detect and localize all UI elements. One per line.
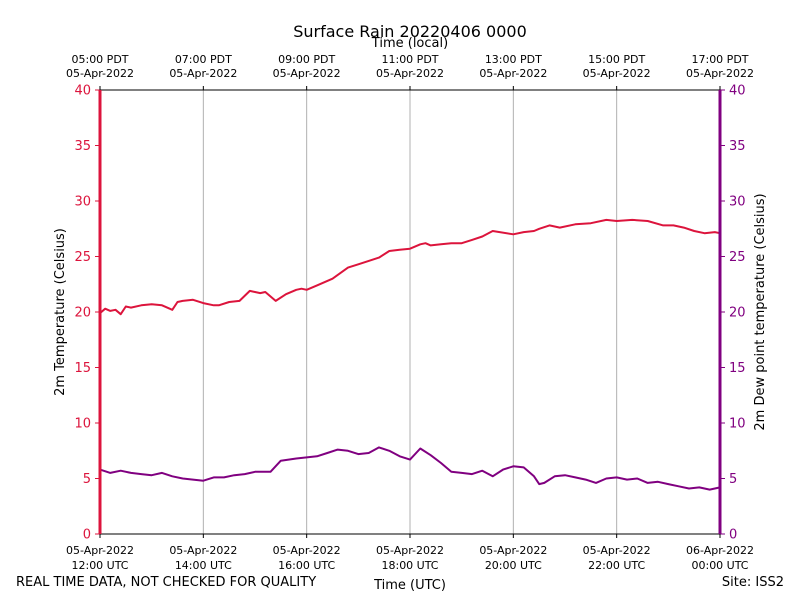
x-tick-label-date: 05-Apr-2022 xyxy=(376,544,444,557)
right-y-tick-label: 5 xyxy=(729,472,737,487)
chart-title: Surface Rain 20220406 0000 xyxy=(293,22,527,41)
top-tick-label-date: 05-Apr-2022 xyxy=(479,67,547,80)
x-tick-label-time: 20:00 UTC xyxy=(485,559,542,572)
x-axis-label: Time (UTC) xyxy=(373,578,446,593)
series-line-2m-dew-point-temperature xyxy=(99,446,721,491)
top-tick-label-time: 17:00 PDT xyxy=(691,53,748,66)
top-tick-label-date: 05-Apr-2022 xyxy=(273,67,341,80)
top-tick-label-date: 05-Apr-2022 xyxy=(66,67,134,80)
site-label: Site: ISS2 xyxy=(721,575,784,590)
left-y-tick-label: 0 xyxy=(83,528,91,543)
top-tick-label-time: 05:00 PDT xyxy=(71,53,128,66)
top-tick-label-date: 05-Apr-2022 xyxy=(376,67,444,80)
top-tick-label-time: 09:00 PDT xyxy=(278,53,335,66)
left-y-tick-label: 35 xyxy=(74,139,91,154)
left-y-ticks: 0 5 10 15 20 25 30 35 40 xyxy=(74,84,100,543)
left-y-tick-label: 25 xyxy=(74,250,91,265)
x-tick-label-date: 05-Apr-2022 xyxy=(583,544,651,557)
right-y-tick-label: 0 xyxy=(729,528,737,543)
right-y-tick-label: 15 xyxy=(729,361,746,376)
bottom-x-ticks: 05-Apr-2022 12:00 UTC 05-Apr-2022 14:00 UTC… xyxy=(66,534,754,572)
left-y-tick-label: 40 xyxy=(74,84,91,99)
x-tick-label-time: 00:00 UTC xyxy=(691,559,748,572)
right-y-tick-label: 35 xyxy=(729,139,746,154)
top-tick-label-date: 05-Apr-2022 xyxy=(169,67,237,80)
x-tick-label-date: 05-Apr-2022 xyxy=(273,544,341,557)
right-y-tick-label: 30 xyxy=(729,195,746,210)
top-tick-label-time: 11:00 PDT xyxy=(381,53,438,66)
top-tick-label-time: 13:00 PDT xyxy=(485,53,542,66)
left-y-tick-label: 15 xyxy=(74,361,91,376)
x-tick-label-time: 16:00 UTC xyxy=(278,559,335,572)
series-layer xyxy=(99,218,721,491)
quality-disclaimer: REAL TIME DATA, NOT CHECKED FOR QUALITY xyxy=(16,575,317,590)
y-axis-label-right: 2m Dew point temperature (Celsius) xyxy=(753,193,768,430)
right-y-tick-label: 25 xyxy=(729,250,746,265)
x-tick-label-time: 14:00 UTC xyxy=(175,559,232,572)
top-axis-label: Time (local) xyxy=(371,36,448,51)
x-tick-label-time: 12:00 UTC xyxy=(71,559,128,572)
top-tick-label-time: 07:00 PDT xyxy=(175,53,232,66)
left-y-tick-label: 30 xyxy=(74,195,91,210)
left-y-tick-label: 5 xyxy=(83,472,91,487)
right-y-tick-label: 20 xyxy=(729,306,746,321)
left-y-tick-label: 10 xyxy=(74,417,91,432)
x-tick-label-date: 05-Apr-2022 xyxy=(479,544,547,557)
x-tick-label-date: 05-Apr-2022 xyxy=(169,544,237,557)
series-line-2m-temperature xyxy=(99,218,721,316)
right-y-tick-label: 40 xyxy=(729,84,746,99)
y-axis-label-left: 2m Temperature (Celsius) xyxy=(53,228,68,396)
x-tick-label-date: 05-Apr-2022 xyxy=(66,544,134,557)
grid-lines xyxy=(202,90,618,534)
x-tick-label-time: 18:00 UTC xyxy=(381,559,438,572)
left-y-tick-label: 20 xyxy=(74,306,91,321)
x-tick-label-date: 06-Apr-2022 xyxy=(686,544,754,557)
top-tick-label-date: 05-Apr-2022 xyxy=(686,67,754,80)
top-tick-label-time: 15:00 PDT xyxy=(588,53,645,66)
top-tick-label-date: 05-Apr-2022 xyxy=(583,67,651,80)
x-tick-label-time: 22:00 UTC xyxy=(588,559,645,572)
right-y-ticks: 0 5 10 15 20 25 30 35 40 xyxy=(720,84,746,543)
right-y-tick-label: 10 xyxy=(729,417,746,432)
